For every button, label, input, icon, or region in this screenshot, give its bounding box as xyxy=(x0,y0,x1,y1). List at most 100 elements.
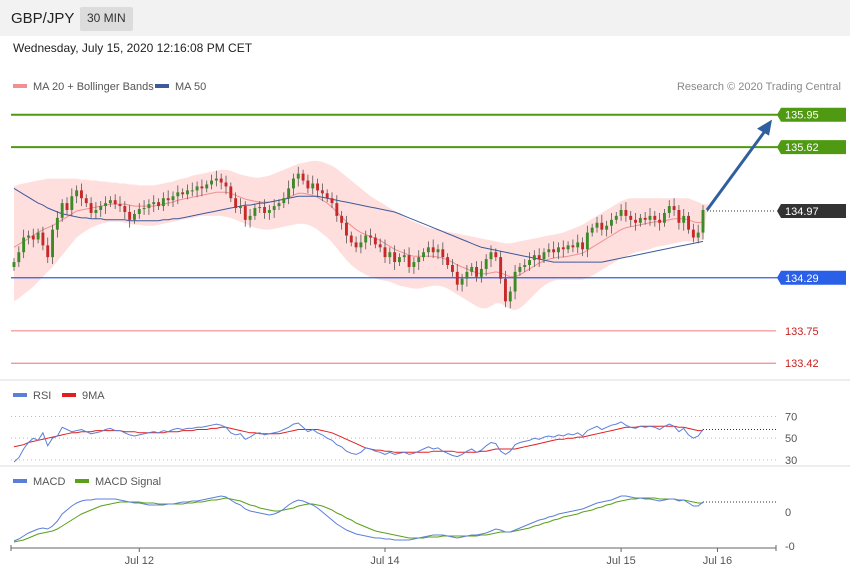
candle-body xyxy=(557,247,560,253)
candle-body xyxy=(605,225,609,230)
candle-body xyxy=(687,215,690,230)
candle-body xyxy=(306,180,310,189)
candle-body xyxy=(113,200,117,205)
candle-body xyxy=(320,190,324,194)
candle-body xyxy=(513,271,517,292)
support-tag xyxy=(777,270,846,285)
candle-body xyxy=(378,244,382,248)
candle-body xyxy=(354,242,358,248)
price-label: 133.42 xyxy=(785,358,819,370)
candle-body xyxy=(75,190,79,197)
candle-body xyxy=(576,242,580,248)
candle-body xyxy=(70,196,74,210)
chart-header: GBP/JPY 30 MIN xyxy=(0,0,850,36)
candle-body xyxy=(272,206,276,210)
legend-label: MACD xyxy=(33,476,65,488)
candle-body xyxy=(653,215,657,220)
candle-body xyxy=(412,262,416,267)
candle-body xyxy=(532,255,536,261)
candle-body xyxy=(27,235,30,238)
candle-body xyxy=(417,257,421,263)
candle-body xyxy=(296,173,300,179)
candle-body xyxy=(234,198,238,209)
current-price-tag xyxy=(777,203,846,218)
legend-label: MA 50 xyxy=(175,81,206,93)
candle-body xyxy=(94,210,98,213)
candle-body xyxy=(595,222,599,228)
candle-body xyxy=(142,208,146,210)
candle-body xyxy=(263,207,266,213)
candle-body xyxy=(340,215,344,223)
candle-body xyxy=(287,188,291,199)
legend-swatch xyxy=(62,393,76,397)
price-label: 134.97 xyxy=(785,206,819,218)
candle-body xyxy=(65,203,69,210)
candle-body xyxy=(123,206,127,212)
candle-body xyxy=(504,278,507,302)
candle-body xyxy=(335,203,339,216)
candle-body xyxy=(176,192,180,197)
resistance-tag xyxy=(777,140,846,155)
legend-label: 9MA xyxy=(82,390,105,402)
legend-label: MA 20 + Bollinger Bands xyxy=(33,81,154,93)
candle-body xyxy=(600,222,604,230)
candle-body xyxy=(248,215,252,220)
candle-body xyxy=(663,212,666,223)
candle-body xyxy=(224,182,228,187)
candle-body xyxy=(267,210,271,213)
candle-body xyxy=(99,206,103,210)
candle-body xyxy=(634,219,637,223)
candle-body xyxy=(402,255,406,258)
candle-body xyxy=(181,192,185,195)
legend-swatch xyxy=(155,84,169,88)
candle-body xyxy=(258,207,262,209)
candle-body xyxy=(610,219,613,226)
candle-body xyxy=(301,173,305,181)
candle-body xyxy=(677,210,681,223)
candle-body xyxy=(398,257,401,263)
candle-body xyxy=(84,198,88,204)
rsi-tick-label: 50 xyxy=(785,433,797,445)
x-tick-label: Jul 14 xyxy=(370,555,399,567)
candle-body xyxy=(479,268,483,277)
candle-body xyxy=(51,229,54,258)
candle-body xyxy=(465,271,469,279)
candle-body xyxy=(41,232,45,246)
candle-body xyxy=(60,203,64,218)
candle-body xyxy=(648,215,652,220)
projection-arrowhead xyxy=(757,119,772,136)
candle-body xyxy=(349,235,353,243)
candle-body xyxy=(407,255,411,267)
candle-body xyxy=(311,183,315,189)
candle-body xyxy=(518,266,522,272)
candle-body xyxy=(137,209,141,214)
macd-signal-line xyxy=(13,497,703,543)
candle-body xyxy=(12,262,16,267)
x-tick-label: Jul 12 xyxy=(125,555,154,567)
candle-body xyxy=(359,242,363,248)
candle-body xyxy=(629,215,633,220)
candle-body xyxy=(585,232,589,250)
candle-body xyxy=(455,271,459,285)
candle-body xyxy=(441,249,445,258)
candle-body xyxy=(547,249,551,253)
x-tick-label: Jul 16 xyxy=(703,555,732,567)
candle-body xyxy=(46,245,50,258)
candle-body xyxy=(292,178,295,189)
candle-body xyxy=(484,259,488,269)
candle-body xyxy=(186,190,189,195)
candle-body xyxy=(205,184,209,189)
candle-body xyxy=(219,178,223,183)
legend-swatch xyxy=(13,479,27,483)
candle-body xyxy=(523,265,527,267)
candle-body xyxy=(325,193,329,199)
candle-body xyxy=(561,247,565,250)
candle-body xyxy=(475,266,478,277)
candle-body xyxy=(667,206,671,213)
timeframe-badge[interactable]: 30 MIN xyxy=(80,7,133,31)
candle-body xyxy=(277,203,281,207)
legend-label: RSI xyxy=(33,390,51,402)
x-tick-label: Jul 15 xyxy=(606,555,635,567)
candle-body xyxy=(330,198,334,204)
